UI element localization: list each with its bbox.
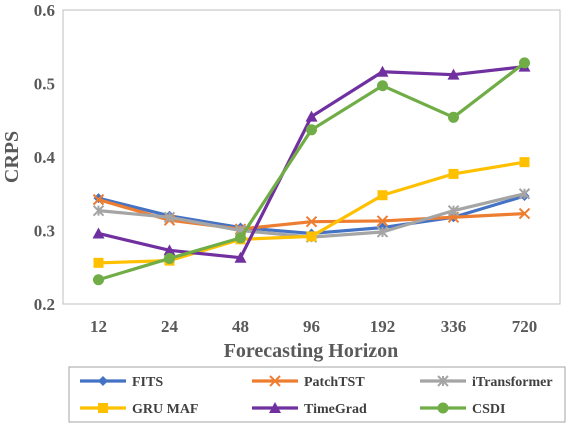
data-point-itransformer	[447, 204, 460, 217]
data-point-itransformer	[163, 211, 176, 223]
x-tick-label: 192	[370, 317, 396, 336]
legend-label: iTransformer	[472, 375, 553, 390]
data-point-patchtst	[376, 215, 389, 227]
x-axis-title: Forecasting Horizon	[224, 340, 399, 362]
x-tick-label: 720	[512, 317, 538, 336]
data-point-csdi	[377, 80, 388, 92]
data-point-patchtst	[305, 215, 318, 228]
data-point-csdi	[306, 124, 317, 136]
y-tick-label: 0.6	[34, 1, 55, 20]
legend-marker	[437, 375, 449, 387]
legend-item-fits: FITS	[80, 375, 163, 390]
x-tick-label: 336	[441, 317, 467, 336]
x-tick-label: 48	[232, 317, 249, 336]
legend-label: FITS	[132, 375, 163, 390]
legend-label: PatchTST	[304, 375, 365, 390]
x-axis-ticks: 12 24 48 96 192 336 720	[90, 317, 537, 336]
data-point-timegrad	[234, 251, 247, 263]
data-point-gru-maf	[377, 190, 388, 201]
y-tick-label: 0.2	[34, 295, 55, 314]
series-csdi	[93, 57, 530, 286]
x-tick-label: 12	[90, 317, 107, 336]
legend-marker	[269, 375, 281, 387]
data-point-csdi	[164, 252, 175, 264]
data-point-itransformer	[376, 226, 389, 238]
data-point-timegrad	[163, 244, 176, 256]
series-layer	[92, 57, 531, 286]
data-point-gru-maf	[519, 157, 530, 168]
data-point-csdi	[235, 232, 246, 244]
data-point-timegrad	[376, 65, 389, 77]
data-point-timegrad	[92, 227, 105, 239]
x-tick-label: 96	[303, 317, 320, 336]
plot-frame	[62, 9, 561, 305]
x-tick-label: 24	[161, 317, 179, 336]
data-point-csdi	[448, 111, 459, 123]
legend-label: CSDI	[472, 402, 505, 417]
y-axis-ticks: 0.2 0.3 0.4 0.5 0.6	[34, 1, 56, 314]
legend-marker	[437, 402, 449, 414]
legend-box	[68, 366, 566, 423]
legend-item-patchtst: PatchTST	[252, 375, 365, 390]
data-point-timegrad	[447, 68, 460, 80]
legend-marker	[98, 376, 108, 386]
legend-marker	[269, 402, 281, 413]
data-point-gru-maf	[93, 257, 104, 268]
legend-label: TimeGrad	[304, 402, 367, 417]
series-line-fits	[96, 194, 527, 236]
y-tick-label: 0.3	[34, 222, 55, 241]
legend-label: GRU MAF	[132, 402, 199, 417]
y-tick-label: 0.4	[34, 148, 56, 167]
data-point-csdi	[93, 274, 104, 286]
data-point-gru-maf	[306, 231, 317, 242]
legend-marker	[98, 403, 108, 413]
legend-item-gru-maf: GRU MAF	[80, 402, 199, 417]
data-point-gru-maf	[448, 168, 459, 179]
legend-item-csdi: CSDI	[420, 402, 505, 417]
data-point-timegrad	[305, 110, 318, 122]
y-axis-title: CRPS	[1, 131, 23, 183]
data-point-itransformer	[518, 188, 531, 200]
legend-item-timegrad: TimeGrad	[252, 402, 367, 417]
data-point-patchtst	[518, 207, 531, 220]
data-point-itransformer	[92, 204, 105, 217]
legend: FITS PatchTST iTransformer GRU MAF TimeGrad C…	[80, 375, 553, 417]
data-point-csdi	[519, 57, 530, 69]
data-point-patchtst	[92, 193, 105, 206]
y-tick-label: 0.5	[34, 75, 55, 94]
legend-item-itransformer: iTransformer	[420, 375, 553, 390]
